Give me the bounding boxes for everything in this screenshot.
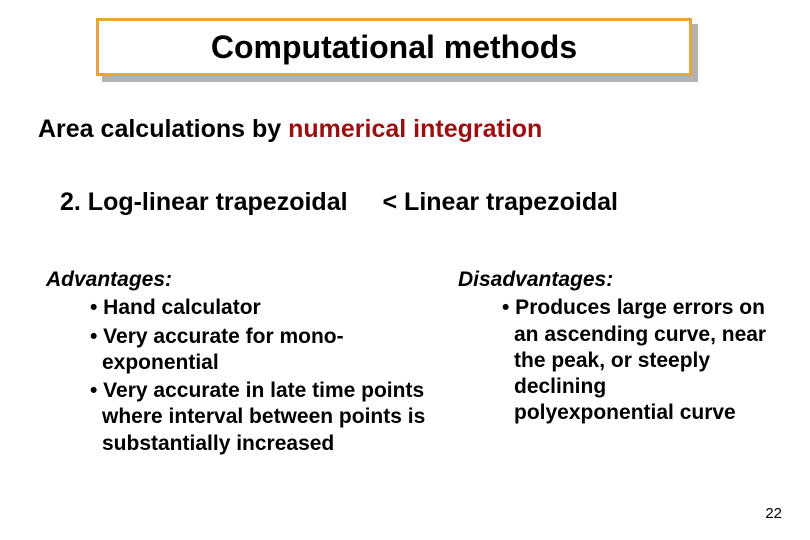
list-item: • Produces large errors on an ascending …: [502, 295, 768, 426]
disadvantages-heading: Disadvantages:: [458, 267, 768, 293]
disadvantages-block: Disadvantages: • Produces large errors o…: [458, 267, 768, 427]
list-item: • Hand calculator: [90, 295, 441, 321]
advantages-block: Advantages: • Hand calculator • Very acc…: [46, 267, 441, 459]
method-line: 2. Log-linear trapezoidal < Linear trape…: [60, 188, 618, 217]
advantages-list: • Hand calculator • Very accurate for mo…: [46, 295, 441, 457]
title-box: Computational methods: [96, 18, 692, 76]
page-number: 22: [765, 505, 782, 522]
slide-title: Computational methods: [211, 29, 577, 66]
subtitle-black: Area calculations by: [38, 115, 288, 143]
subtitle: Area calculations by numerical integrati…: [38, 115, 542, 144]
advantages-heading: Advantages:: [46, 267, 441, 293]
disadvantages-list: • Produces large errors on an ascending …: [458, 295, 768, 426]
list-item: • Very accurate in late time points wher…: [90, 378, 441, 457]
method-left: 2. Log-linear trapezoidal: [60, 188, 348, 216]
method-compare: < Linear trapezoidal: [383, 188, 619, 216]
list-item: • Very accurate for mono-exponential: [90, 324, 441, 377]
subtitle-red: numerical integration: [288, 115, 542, 143]
